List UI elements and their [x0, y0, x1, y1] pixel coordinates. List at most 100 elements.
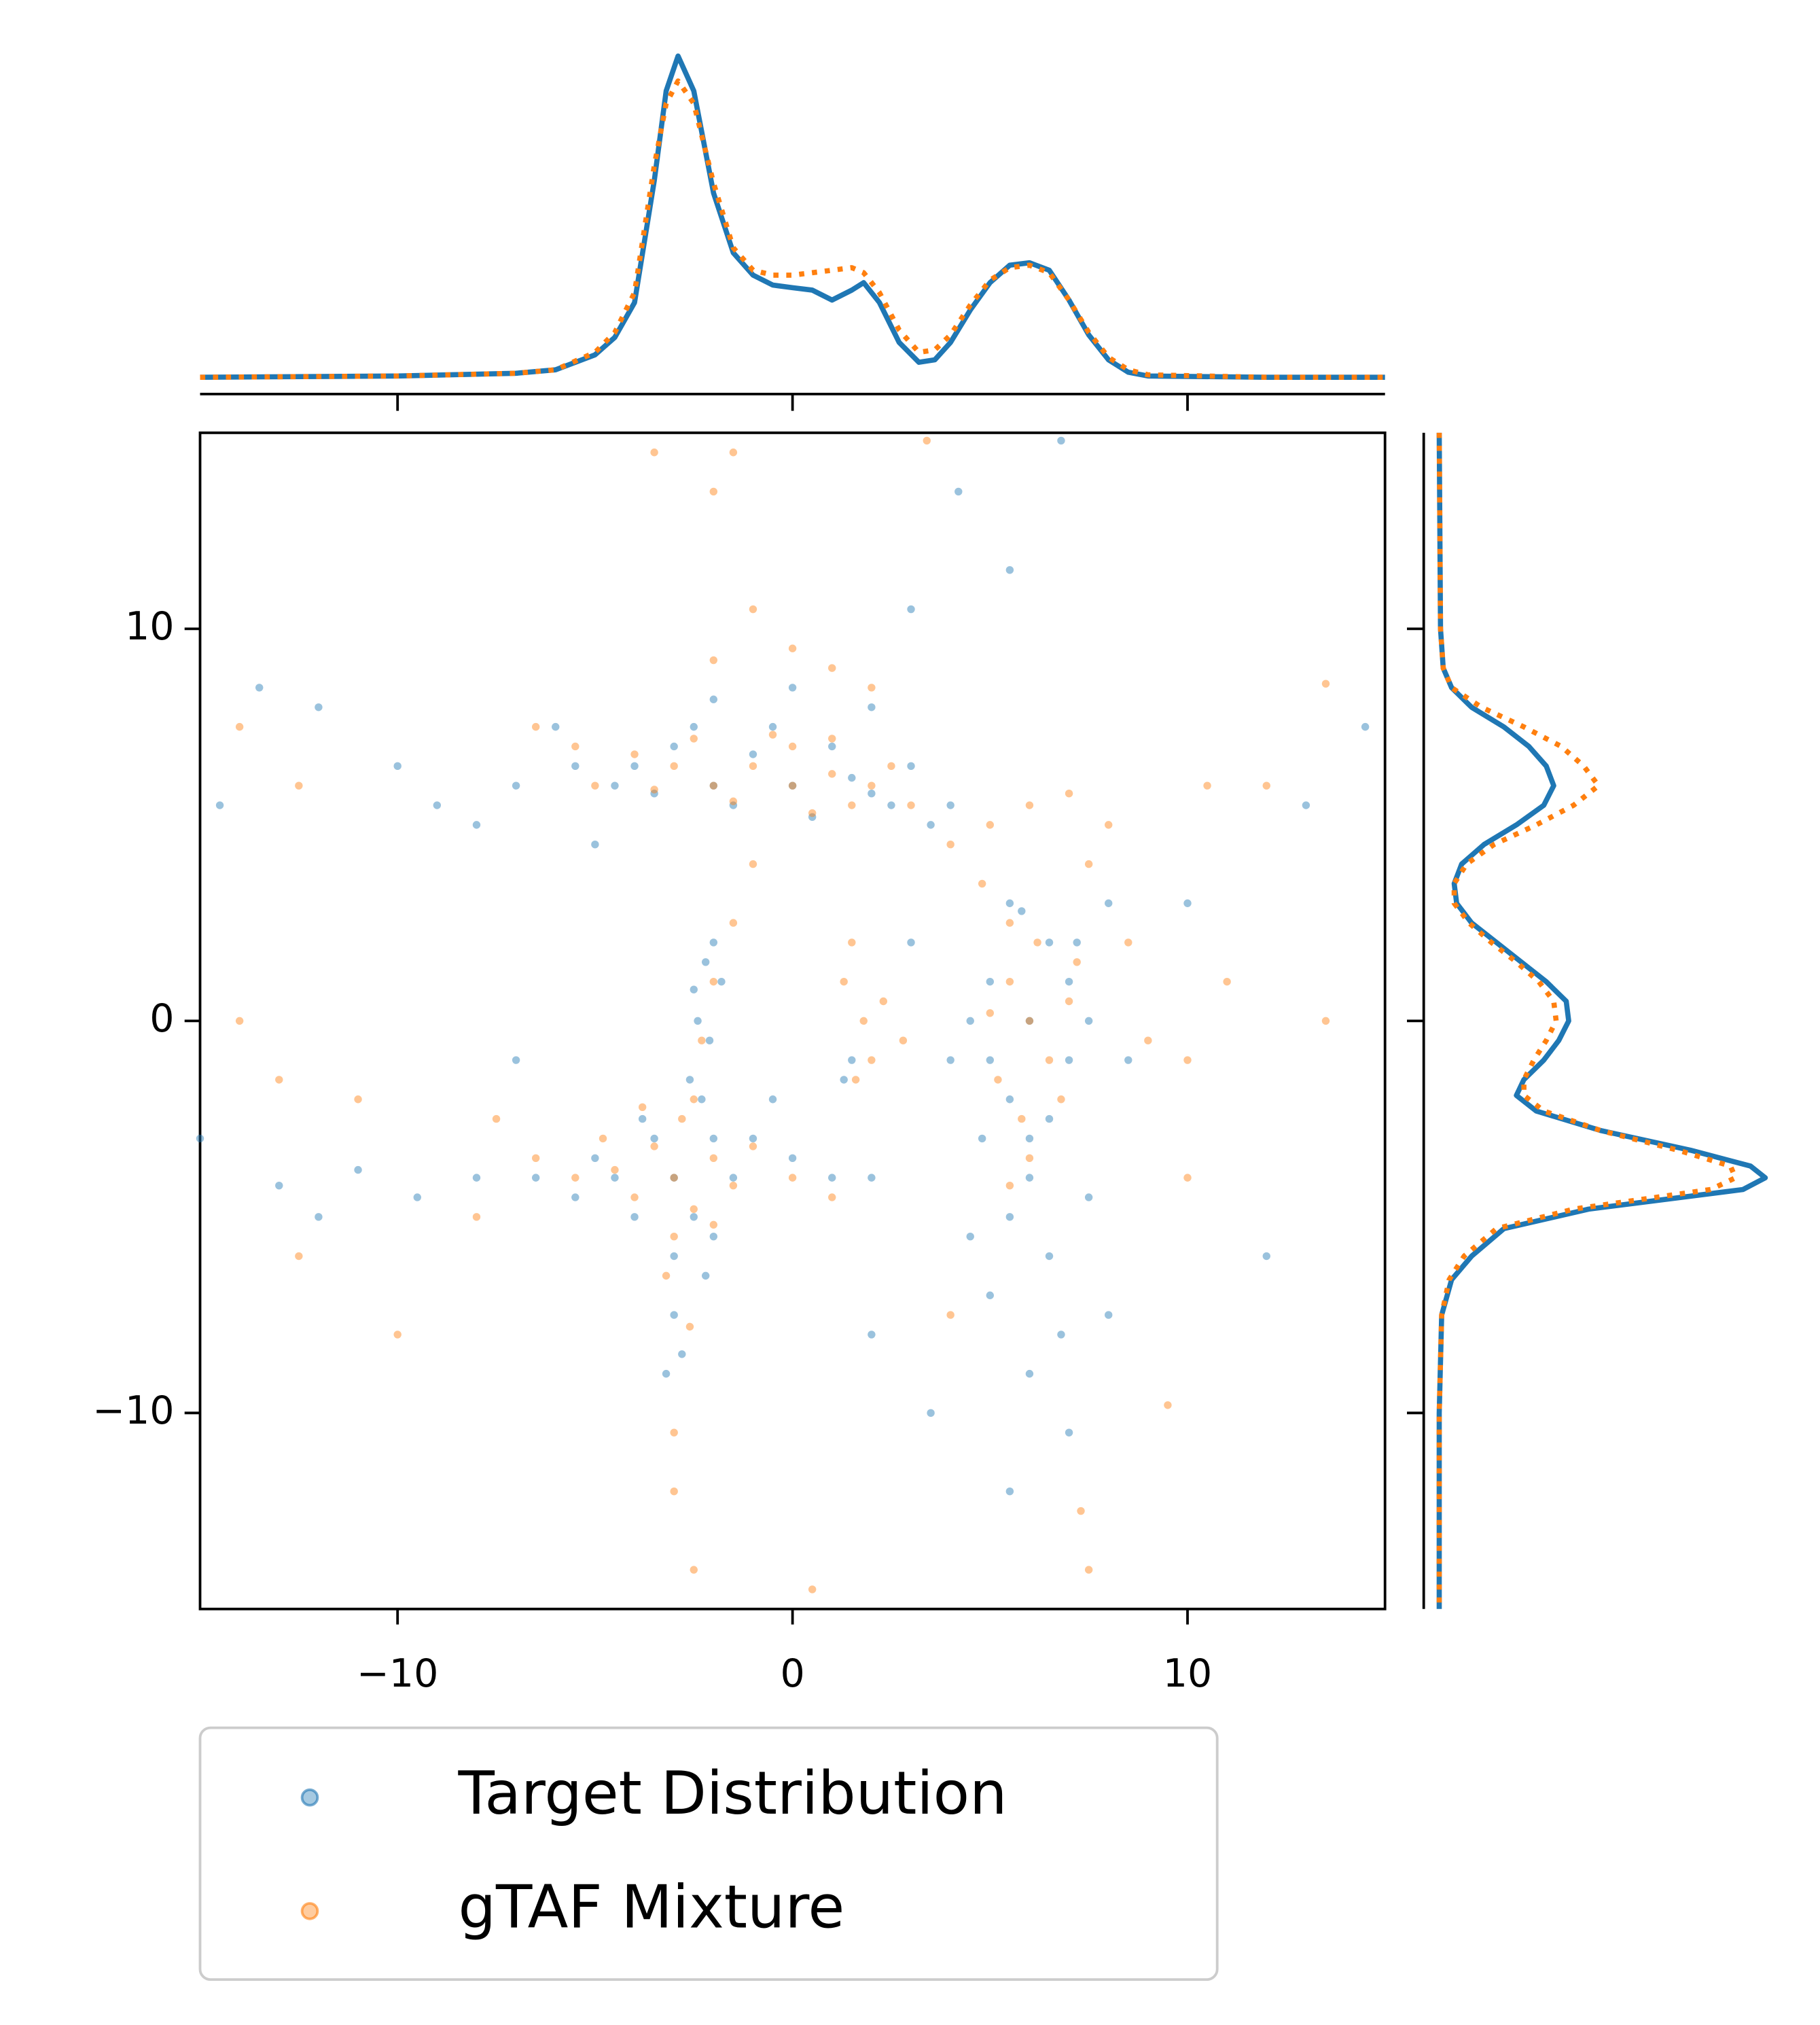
scatter-point: [868, 781, 876, 790]
scatter-point: [571, 1193, 579, 1201]
scatter-point: [611, 781, 619, 790]
scatter-point: [1045, 1114, 1054, 1123]
scatter-point: [690, 1095, 698, 1104]
scatter-point: [1124, 1056, 1132, 1064]
scatter-point: [1124, 938, 1132, 947]
scatter-point: [828, 1193, 836, 1201]
scatter-point: [907, 605, 915, 614]
scatter-point: [670, 1174, 678, 1182]
scatter-point: [749, 1134, 757, 1143]
scatter-point: [1025, 801, 1034, 809]
scatter-point: [788, 1174, 797, 1182]
scatter-point: [472, 1174, 481, 1182]
scatter-point: [650, 786, 658, 794]
scatter-point: [729, 919, 738, 927]
scatter-point: [709, 781, 718, 790]
legend-label: Target Distribution: [458, 1759, 1007, 1828]
scatter-point: [1144, 1036, 1152, 1044]
scatter-point: [255, 684, 264, 692]
scatter-point: [946, 841, 954, 849]
scatter-point: [690, 1566, 698, 1574]
legend-marker: [300, 1788, 319, 1807]
scatter-point: [729, 797, 738, 805]
scatter-point: [986, 1291, 994, 1299]
scatter-point: [986, 821, 994, 829]
scatter-point: [1025, 1017, 1034, 1025]
scatter-series: [235, 436, 1330, 1593]
scatter-point: [828, 664, 836, 672]
scatter-point: [678, 1350, 686, 1358]
scatter-point: [848, 801, 856, 809]
scatter-point: [215, 801, 224, 809]
scatter-point: [1073, 938, 1081, 947]
scatter-point: [235, 1017, 244, 1025]
scatter-point: [235, 722, 244, 731]
scatter-point: [662, 1271, 671, 1280]
scatter-point: [670, 1428, 678, 1437]
scatter-point: [709, 1154, 718, 1162]
scatter-point: [1025, 1154, 1034, 1162]
scatter-point: [670, 1252, 678, 1261]
scatter-point: [650, 1142, 658, 1150]
scatter-point: [709, 695, 718, 703]
scatter-point: [879, 997, 888, 1006]
y-tick-label: 0: [149, 996, 174, 1041]
scatter-point: [354, 1095, 362, 1104]
scatter-point: [1105, 899, 1113, 907]
scatter-point: [670, 762, 678, 771]
scatter-point: [1262, 1252, 1270, 1261]
scatter-point: [1045, 1056, 1054, 1064]
scatter-point: [1065, 790, 1073, 798]
scatter-point: [887, 801, 895, 809]
scatter-point: [986, 1009, 994, 1017]
scatter-point: [591, 841, 599, 849]
scatter-point: [571, 742, 579, 751]
scatter-point: [1084, 860, 1093, 868]
scatter-point: [788, 684, 797, 692]
scatter-point: [1005, 899, 1014, 907]
main-axes-frame: [198, 432, 1387, 1610]
scatter-point: [705, 1036, 714, 1044]
scatter-point: [670, 742, 678, 751]
scatter-point: [978, 1134, 986, 1143]
scatter-point: [433, 801, 442, 809]
scatter-point: [1084, 1566, 1093, 1574]
scatter-point: [966, 1017, 974, 1025]
scatter-point: [690, 735, 698, 743]
scatter-point: [768, 730, 777, 739]
scatter-point: [1033, 938, 1041, 947]
scatter-point: [295, 781, 303, 790]
scatter-point: [690, 985, 698, 993]
scatter-point: [709, 656, 718, 665]
scatter-point: [788, 742, 797, 751]
scatter-point: [1057, 1095, 1065, 1104]
scatter-point: [927, 821, 935, 829]
scatter-point: [749, 1142, 757, 1150]
x-tick-label: 10: [1163, 1651, 1213, 1696]
scatter-point: [1073, 958, 1081, 966]
scatter-point: [1057, 436, 1065, 445]
scatter-point: [1025, 1134, 1034, 1143]
x-tick-label: −10: [357, 1651, 438, 1696]
scatter-point: [662, 1369, 671, 1378]
scatter-point: [531, 722, 540, 731]
scatter-point: [1223, 977, 1231, 986]
scatter-point: [1164, 1401, 1172, 1409]
scatter-point: [1057, 1331, 1065, 1339]
scatter-point: [828, 742, 836, 751]
scatter-point: [650, 448, 658, 457]
scatter-point: [701, 958, 710, 966]
kde-line: [1436, 432, 1768, 1609]
scatter-point: [729, 1174, 738, 1182]
scatter-point: [670, 1311, 678, 1319]
scatter-point: [986, 1056, 994, 1064]
scatter-point: [709, 1232, 718, 1241]
scatter-point: [701, 1271, 710, 1280]
legend-box: [198, 1726, 1219, 1981]
scatter-point: [1005, 1213, 1014, 1221]
scatter-point: [670, 1232, 678, 1241]
scatter-point: [848, 938, 856, 947]
scatter-point: [690, 722, 698, 731]
scatter-point: [907, 762, 915, 771]
